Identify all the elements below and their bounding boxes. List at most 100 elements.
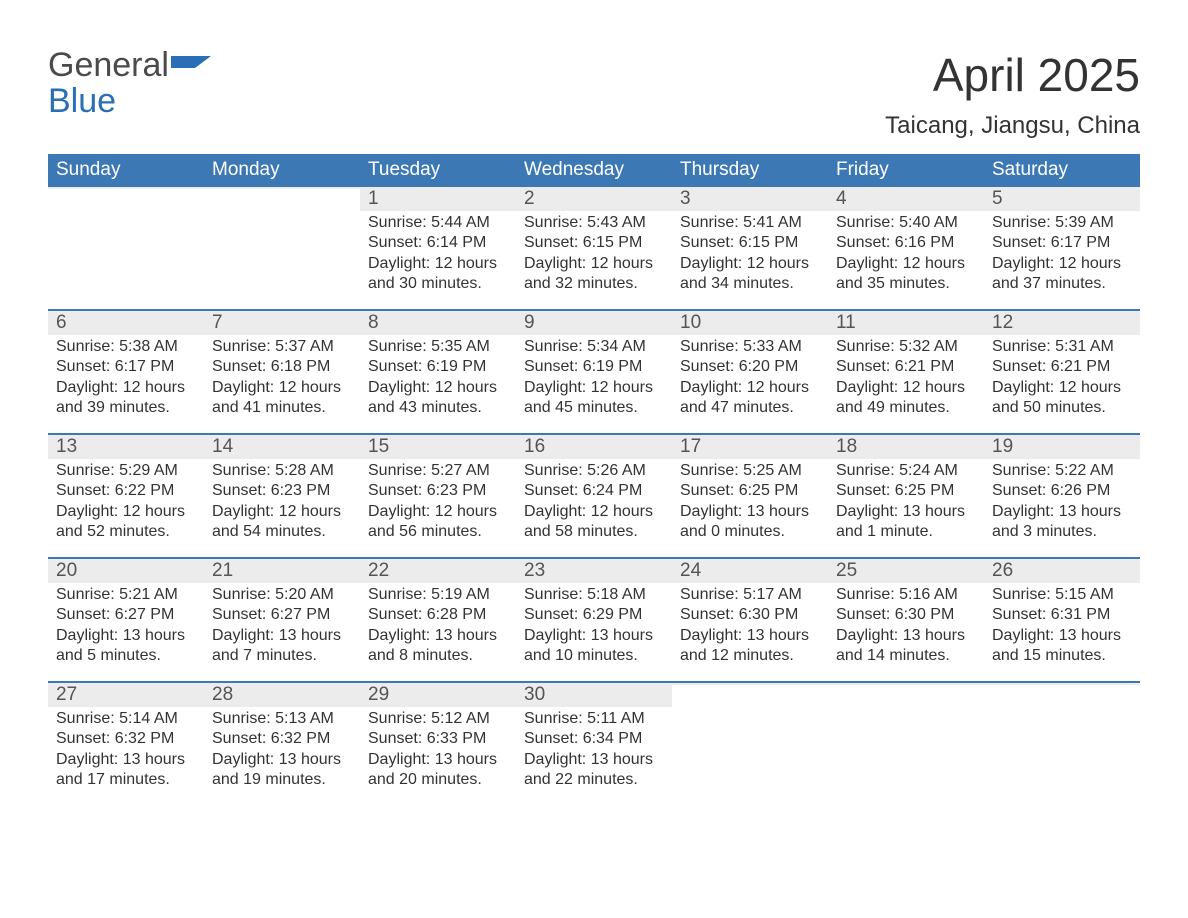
day-body: Sunrise: 5:35 AMSunset: 6:19 PMDaylight:… xyxy=(360,335,516,419)
day-number-row: 15 xyxy=(360,435,516,459)
day-body: Sunrise: 5:27 AMSunset: 6:23 PMDaylight:… xyxy=(360,459,516,543)
day-body: Sunrise: 5:17 AMSunset: 6:30 PMDaylight:… xyxy=(672,583,828,667)
dow-cell: Friday xyxy=(828,154,984,187)
daylight-line: Daylight: 13 hours and 15 minutes. xyxy=(992,626,1132,667)
day-cell: 25Sunrise: 5:16 AMSunset: 6:30 PMDayligh… xyxy=(828,559,984,681)
day-body: Sunrise: 5:25 AMSunset: 6:25 PMDaylight:… xyxy=(672,459,828,543)
sunrise-line: Sunrise: 5:43 AM xyxy=(524,213,664,233)
sunset-line: Sunset: 6:30 PM xyxy=(836,605,976,625)
day-number: 28 xyxy=(204,683,360,707)
day-number-row: 13 xyxy=(48,435,204,459)
dow-cell: Thursday xyxy=(672,154,828,187)
sunrise-line: Sunrise: 5:13 AM xyxy=(212,709,352,729)
day-number-row: 19 xyxy=(984,435,1140,459)
day-number-row: 10 xyxy=(672,311,828,335)
day-cell: 23Sunrise: 5:18 AMSunset: 6:29 PMDayligh… xyxy=(516,559,672,681)
sunset-line: Sunset: 6:20 PM xyxy=(680,357,820,377)
day-body: Sunrise: 5:22 AMSunset: 6:26 PMDaylight:… xyxy=(984,459,1140,543)
daylight-line: Daylight: 13 hours and 19 minutes. xyxy=(212,750,352,791)
day-number-row: 22 xyxy=(360,559,516,583)
day-number-row xyxy=(48,187,204,189)
day-number: 11 xyxy=(828,311,984,335)
location-subtitle: Taicang, Jiangsu, China xyxy=(885,112,1140,140)
daylight-line: Daylight: 13 hours and 17 minutes. xyxy=(56,750,196,791)
header: General Blue April 2025 Taicang, Jiangsu… xyxy=(48,48,1140,140)
daylight-line: Daylight: 12 hours and 54 minutes. xyxy=(212,502,352,543)
sunset-line: Sunset: 6:15 PM xyxy=(680,233,820,253)
day-body: Sunrise: 5:39 AMSunset: 6:17 PMDaylight:… xyxy=(984,211,1140,295)
dow-cell: Sunday xyxy=(48,154,204,187)
dow-cell: Saturday xyxy=(984,154,1140,187)
day-body: Sunrise: 5:16 AMSunset: 6:30 PMDaylight:… xyxy=(828,583,984,667)
day-number-row: 9 xyxy=(516,311,672,335)
day-cell: 5Sunrise: 5:39 AMSunset: 6:17 PMDaylight… xyxy=(984,187,1140,309)
sunrise-line: Sunrise: 5:25 AM xyxy=(680,461,820,481)
sunset-line: Sunset: 6:30 PM xyxy=(680,605,820,625)
sunrise-line: Sunrise: 5:37 AM xyxy=(212,337,352,357)
day-cell: 18Sunrise: 5:24 AMSunset: 6:25 PMDayligh… xyxy=(828,435,984,557)
day-number: 12 xyxy=(984,311,1140,335)
day-number: 27 xyxy=(48,683,204,707)
daylight-line: Daylight: 12 hours and 41 minutes. xyxy=(212,378,352,419)
day-body: Sunrise: 5:20 AMSunset: 6:27 PMDaylight:… xyxy=(204,583,360,667)
sunrise-line: Sunrise: 5:39 AM xyxy=(992,213,1132,233)
week-row: 13Sunrise: 5:29 AMSunset: 6:22 PMDayligh… xyxy=(48,433,1140,557)
daylight-line: Daylight: 12 hours and 34 minutes. xyxy=(680,254,820,295)
day-number-row xyxy=(828,683,984,685)
daylight-line: Daylight: 13 hours and 3 minutes. xyxy=(992,502,1132,543)
daylight-line: Daylight: 12 hours and 58 minutes. xyxy=(524,502,664,543)
day-cell: 28Sunrise: 5:13 AMSunset: 6:32 PMDayligh… xyxy=(204,683,360,805)
daylight-line: Daylight: 13 hours and 8 minutes. xyxy=(368,626,508,667)
day-number-row: 28 xyxy=(204,683,360,707)
daylight-line: Daylight: 12 hours and 37 minutes. xyxy=(992,254,1132,295)
day-cell: 17Sunrise: 5:25 AMSunset: 6:25 PMDayligh… xyxy=(672,435,828,557)
day-body: Sunrise: 5:26 AMSunset: 6:24 PMDaylight:… xyxy=(516,459,672,543)
day-cell: 13Sunrise: 5:29 AMSunset: 6:22 PMDayligh… xyxy=(48,435,204,557)
sunset-line: Sunset: 6:14 PM xyxy=(368,233,508,253)
day-cell: 8Sunrise: 5:35 AMSunset: 6:19 PMDaylight… xyxy=(360,311,516,433)
sunrise-line: Sunrise: 5:18 AM xyxy=(524,585,664,605)
daylight-line: Daylight: 13 hours and 22 minutes. xyxy=(524,750,664,791)
day-cell: 30Sunrise: 5:11 AMSunset: 6:34 PMDayligh… xyxy=(516,683,672,805)
day-number: 23 xyxy=(516,559,672,583)
sunset-line: Sunset: 6:31 PM xyxy=(992,605,1132,625)
day-number-row: 20 xyxy=(48,559,204,583)
day-number-row: 3 xyxy=(672,187,828,211)
day-cell: 6Sunrise: 5:38 AMSunset: 6:17 PMDaylight… xyxy=(48,311,204,433)
day-body: Sunrise: 5:44 AMSunset: 6:14 PMDaylight:… xyxy=(360,211,516,295)
sunrise-line: Sunrise: 5:41 AM xyxy=(680,213,820,233)
daylight-line: Daylight: 12 hours and 50 minutes. xyxy=(992,378,1132,419)
sunset-line: Sunset: 6:34 PM xyxy=(524,729,664,749)
day-number: 6 xyxy=(48,311,204,335)
day-number-row: 7 xyxy=(204,311,360,335)
day-number-row: 11 xyxy=(828,311,984,335)
day-cell xyxy=(48,187,204,309)
day-number-row: 5 xyxy=(984,187,1140,211)
week-row: 20Sunrise: 5:21 AMSunset: 6:27 PM Dayligh… xyxy=(48,557,1140,681)
day-number-row: 12 xyxy=(984,311,1140,335)
day-cell: 7Sunrise: 5:37 AMSunset: 6:18 PMDaylight… xyxy=(204,311,360,433)
sunset-line: Sunset: 6:19 PM xyxy=(368,357,508,377)
day-number-row: 25 xyxy=(828,559,984,583)
sunrise-line: Sunrise: 5:17 AM xyxy=(680,585,820,605)
daylight-line: Daylight: 12 hours and 45 minutes. xyxy=(524,378,664,419)
day-number: 19 xyxy=(984,435,1140,459)
sunrise-line: Sunrise: 5:16 AM xyxy=(836,585,976,605)
day-cell: 10Sunrise: 5:33 AMSunset: 6:20 PMDayligh… xyxy=(672,311,828,433)
sunrise-line: Sunrise: 5:21 AM xyxy=(56,585,196,605)
sunset-line: Sunset: 6:27 PM xyxy=(56,605,196,625)
day-body: Sunrise: 5:32 AMSunset: 6:21 PMDaylight:… xyxy=(828,335,984,419)
day-number: 1 xyxy=(360,187,516,211)
day-number-row: 6 xyxy=(48,311,204,335)
day-number-row: 2 xyxy=(516,187,672,211)
day-cell: 24Sunrise: 5:17 AMSunset: 6:30 PMDayligh… xyxy=(672,559,828,681)
sunrise-line: Sunrise: 5:38 AM xyxy=(56,337,196,357)
sunrise-line: Sunrise: 5:32 AM xyxy=(836,337,976,357)
day-of-week-header: SundayMondayTuesdayWednesdayThursdayFrid… xyxy=(48,154,1140,187)
day-number: 4 xyxy=(828,187,984,211)
sunrise-line: Sunrise: 5:11 AM xyxy=(524,709,664,729)
sunrise-line: Sunrise: 5:28 AM xyxy=(212,461,352,481)
sunset-line: Sunset: 6:22 PM xyxy=(56,481,196,501)
logo-word-blue: Blue xyxy=(48,82,116,120)
day-number-row: 23 xyxy=(516,559,672,583)
